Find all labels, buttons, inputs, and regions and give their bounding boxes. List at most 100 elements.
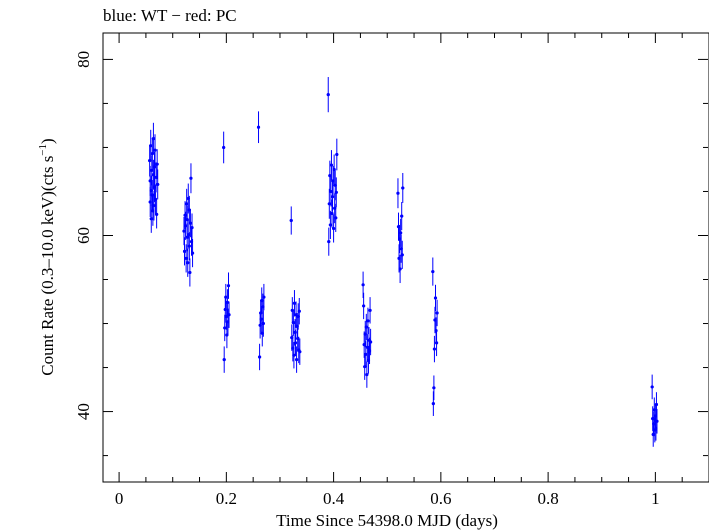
data-point bbox=[332, 167, 336, 172]
data-point bbox=[153, 197, 158, 201]
data-point bbox=[259, 317, 263, 321]
data-point bbox=[432, 347, 437, 351]
data-point bbox=[655, 419, 659, 423]
data-point bbox=[362, 304, 366, 308]
data-point bbox=[364, 325, 368, 329]
data-point bbox=[330, 211, 334, 216]
y-tick-label: 40 bbox=[74, 403, 93, 420]
data-point bbox=[155, 162, 159, 166]
data-point bbox=[151, 137, 156, 141]
data-point bbox=[289, 218, 293, 223]
data-point bbox=[149, 144, 153, 148]
data-point bbox=[261, 321, 265, 326]
y-tick-label: 80 bbox=[74, 51, 93, 68]
data-point bbox=[150, 168, 154, 172]
data-point bbox=[292, 301, 297, 305]
y-axis-ticks: 40 60 80 bbox=[74, 51, 708, 457]
data-point bbox=[400, 253, 404, 257]
data-point bbox=[185, 202, 189, 206]
data-point bbox=[150, 193, 154, 197]
y-axis-label-sup: −1 bbox=[37, 144, 49, 156]
data-point bbox=[434, 341, 439, 345]
data-point bbox=[654, 402, 659, 407]
data-point bbox=[292, 353, 296, 357]
data-point bbox=[400, 214, 404, 218]
y-tick-label: 60 bbox=[74, 227, 93, 244]
data-point bbox=[185, 218, 189, 222]
data-point bbox=[329, 189, 333, 194]
x-tick-label: 1 bbox=[651, 489, 660, 508]
plot-frame bbox=[102, 32, 709, 483]
data-point bbox=[368, 308, 372, 312]
data-point bbox=[298, 350, 302, 354]
x-axis-label: Time Since 54398.0 MJD (days) bbox=[276, 511, 498, 530]
x-tick-label: 0.8 bbox=[537, 489, 558, 508]
x-axis-ticks: 0 0.2 0.4 0.6 0.8 1 bbox=[115, 33, 709, 508]
x-tick-label: 0.6 bbox=[430, 489, 451, 508]
y-axis-label: Count Rate (0.3–10.0 keV)(cts s−1) bbox=[37, 138, 57, 375]
data-point bbox=[293, 341, 298, 345]
data-point bbox=[335, 152, 339, 157]
data-point bbox=[334, 216, 338, 220]
data-point bbox=[334, 190, 338, 194]
data-point bbox=[364, 352, 368, 356]
data-point bbox=[227, 313, 231, 317]
data-point bbox=[327, 202, 331, 206]
data-point bbox=[149, 217, 153, 221]
data-point bbox=[185, 235, 189, 239]
data-point bbox=[435, 311, 439, 315]
x-tick-label: 0.4 bbox=[323, 489, 345, 508]
data-point bbox=[262, 295, 266, 299]
data-point bbox=[224, 295, 228, 299]
data-point bbox=[431, 269, 435, 274]
data-point bbox=[184, 256, 188, 260]
data-point bbox=[398, 267, 402, 271]
data-point bbox=[225, 300, 230, 304]
y-axis-label-end: ) bbox=[38, 138, 57, 144]
data-point bbox=[188, 221, 193, 225]
data-point bbox=[291, 321, 295, 325]
data-point bbox=[153, 148, 157, 152]
data-point bbox=[222, 358, 226, 362]
data-point bbox=[187, 244, 191, 248]
data-point bbox=[432, 386, 436, 390]
data-point bbox=[183, 224, 188, 228]
data-point bbox=[650, 385, 654, 389]
data-point bbox=[329, 163, 334, 167]
y-axis-label-main: Count Rate (0.3–10.0 keV)(cts s bbox=[38, 156, 57, 376]
data-point bbox=[365, 372, 369, 377]
data-point bbox=[330, 195, 335, 199]
data-point bbox=[256, 125, 261, 129]
data-point bbox=[431, 402, 435, 406]
data-point bbox=[152, 203, 156, 208]
data-point bbox=[399, 231, 403, 235]
data-point bbox=[182, 249, 187, 253]
data-point bbox=[190, 251, 195, 255]
data-point bbox=[226, 284, 231, 288]
data-point bbox=[396, 191, 400, 195]
data-point bbox=[366, 319, 370, 323]
data-point bbox=[190, 225, 194, 230]
data-point bbox=[361, 283, 365, 287]
data-point bbox=[224, 314, 228, 319]
data-point bbox=[155, 212, 159, 216]
data-point bbox=[401, 186, 405, 190]
data-point bbox=[257, 355, 262, 359]
data-point bbox=[326, 93, 330, 97]
data-point bbox=[182, 229, 186, 233]
data-point bbox=[328, 223, 332, 227]
data-point bbox=[369, 340, 373, 344]
data-point bbox=[188, 270, 192, 275]
data-point bbox=[433, 296, 438, 300]
data-point bbox=[222, 145, 226, 150]
chart-title: blue: WT − red: PC bbox=[103, 6, 237, 25]
data-point bbox=[327, 240, 331, 244]
data-point bbox=[189, 176, 193, 180]
data-point bbox=[293, 330, 297, 334]
data-point bbox=[328, 174, 332, 178]
data-point bbox=[294, 358, 299, 362]
data-points bbox=[148, 77, 659, 447]
data-point bbox=[152, 165, 157, 169]
data-point bbox=[434, 328, 438, 333]
